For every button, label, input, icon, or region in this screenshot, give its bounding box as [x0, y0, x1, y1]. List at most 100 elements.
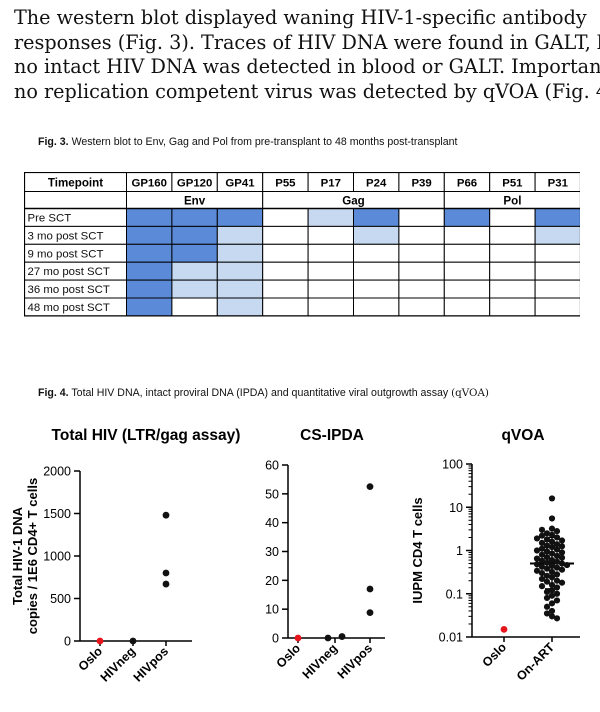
blot-cell	[534, 243, 580, 263]
blot-cell	[126, 243, 173, 263]
paragraph-line: no intact HIV DNA was detected in blood …	[14, 55, 600, 79]
x-tick-label: HIVpos	[335, 641, 375, 681]
data-point	[548, 607, 556, 615]
data-point	[553, 558, 561, 565]
data-point	[538, 551, 546, 558]
y-tick-label: 50	[265, 487, 279, 501]
chart-title: qVOA	[501, 427, 544, 444]
blot-cell	[171, 208, 218, 227]
blot-cell	[398, 243, 445, 263]
header-p39: P39	[411, 178, 431, 190]
blot-cell	[216, 208, 264, 227]
fig4-caption-text: Total HIV DNA, intact proviral DNA (IPDA…	[71, 387, 449, 399]
data-point	[543, 554, 551, 561]
data-point	[543, 578, 551, 585]
data-point	[553, 534, 561, 541]
data-point	[548, 556, 556, 564]
blot-cell	[171, 261, 218, 281]
header-timepoint: Timepoint	[48, 177, 103, 190]
data-point	[548, 515, 556, 522]
y-axis-label: IUPM CD4 T cells	[410, 497, 425, 603]
fig4-caption: Fig. 4. Total HIV DNA, intact proviral D…	[38, 387, 489, 399]
data-point	[543, 594, 551, 602]
blot-cell	[443, 225, 491, 245]
blot-cell	[216, 297, 264, 317]
blot-cell	[534, 261, 580, 281]
data-point	[366, 585, 374, 593]
blot-cell	[171, 225, 218, 245]
blot-cell	[398, 297, 445, 317]
blot-cell	[262, 225, 309, 245]
blot-cell	[262, 261, 309, 281]
blot-cell	[353, 225, 400, 245]
data-point	[543, 572, 551, 579]
blot-cell	[171, 297, 218, 317]
data-point	[548, 543, 556, 551]
x-tick-label: HIVpos	[131, 644, 171, 684]
data-point	[338, 633, 346, 640]
blot-cell	[307, 208, 355, 227]
fig3-label: Fig. 3.	[38, 136, 69, 148]
header-p31: P31	[548, 178, 569, 190]
row-label: 27 mo post SCT	[28, 266, 110, 278]
blot-cell	[353, 279, 400, 299]
data-point	[162, 580, 170, 588]
y-tick-label: 30	[265, 545, 279, 559]
data-point	[553, 552, 561, 560]
data-point	[553, 571, 561, 578]
blot-cell	[307, 261, 355, 281]
y-axis-label-line: copies / 1E6 CD4+ T cells	[25, 478, 40, 634]
data-point	[543, 565, 551, 572]
data-point	[553, 584, 561, 591]
oslo-data-point	[500, 625, 508, 633]
data-point	[553, 541, 561, 548]
data-point	[548, 550, 556, 557]
data-point	[129, 637, 137, 645]
data-point	[548, 581, 556, 589]
data-point	[366, 483, 374, 491]
blot-cell	[489, 208, 536, 227]
data-point	[553, 615, 561, 622]
oslo-data-point	[96, 637, 104, 645]
data-point	[558, 549, 566, 556]
blot-cell	[443, 208, 491, 227]
blot-cell	[307, 297, 355, 317]
data-point	[543, 610, 551, 617]
data-point	[553, 590, 561, 597]
data-point	[538, 545, 546, 552]
data-point	[548, 531, 556, 538]
blot-cell	[353, 243, 400, 263]
y-tick-label: 10	[449, 501, 463, 515]
blot-cell	[307, 225, 355, 245]
blot-cell	[216, 279, 264, 299]
data-point	[548, 568, 556, 576]
row-label: 3 mo post SCT	[28, 230, 104, 242]
blot-cell	[443, 243, 491, 263]
data-point	[533, 547, 541, 554]
data-point	[538, 570, 546, 577]
blot-cell	[126, 208, 173, 227]
data-point	[538, 539, 546, 546]
data-point	[543, 603, 551, 610]
fig4-label: Fig. 4.	[38, 387, 69, 399]
data-point	[558, 554, 566, 561]
chart-title: CS-IPDA	[300, 427, 364, 444]
blot-cell	[126, 225, 173, 245]
data-point	[366, 609, 374, 617]
header-gp160: GP160	[131, 178, 166, 190]
data-point	[548, 613, 556, 620]
data-point	[553, 564, 561, 571]
paragraph-line: The western blot displayed waning HIV-1-…	[14, 6, 587, 29]
header-p51: P51	[502, 178, 523, 190]
oslo-data-point	[294, 634, 302, 642]
group-env: Env	[184, 195, 206, 208]
fig3-caption-text: Western blot to Env, Gag and Pol from pr…	[71, 136, 458, 148]
x-tick-label: Oslo	[480, 640, 510, 670]
western-blot-table: Pre SCT 3 mo post SCT 9 mo post SCT 27 mo p…	[24, 172, 580, 317]
summary-paragraph: The western blot displayed waning HIV-1-…	[14, 6, 600, 104]
blot-cell	[216, 261, 264, 281]
blot-cell	[262, 243, 309, 263]
blot-cell	[353, 297, 400, 317]
data-point	[558, 560, 566, 567]
blot-cell	[534, 279, 580, 299]
